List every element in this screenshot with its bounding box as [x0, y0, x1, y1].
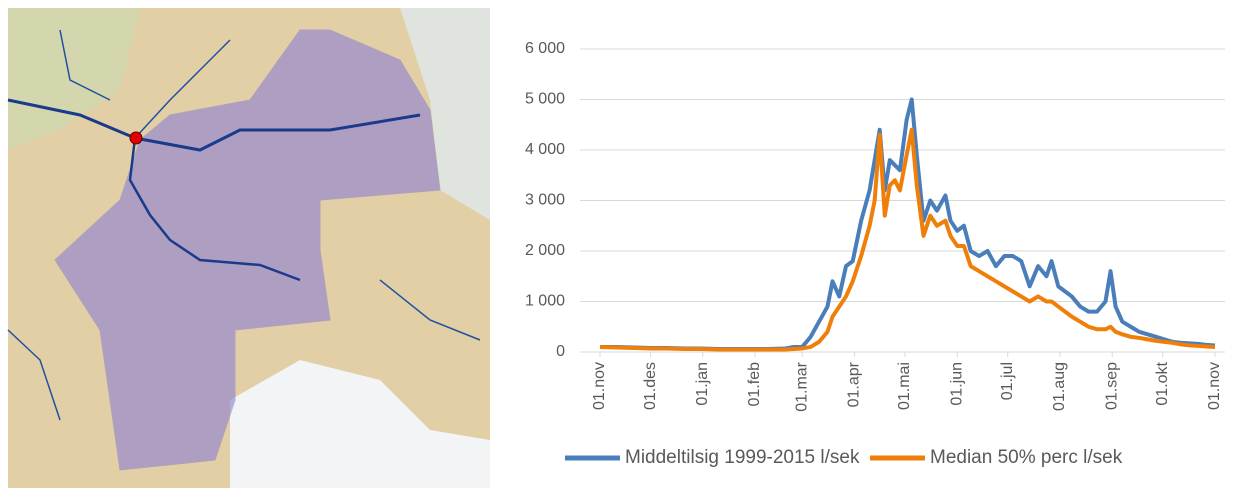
x-tick-label: 01.aug [1051, 362, 1068, 411]
x-tick-label: 01.jul [999, 362, 1016, 400]
x-tick-label: 01.nov [1206, 362, 1223, 410]
y-tick-label: 6 000 [525, 40, 565, 57]
series-line [600, 100, 1215, 349]
x-tick-label: 01.mar [793, 361, 810, 411]
y-tick-label: 4 000 [525, 141, 565, 158]
x-tick-label: 01.mai [896, 362, 913, 410]
x-tick-label: 01.jun [948, 362, 965, 406]
y-tick-label: 0 [556, 343, 565, 360]
x-tick-label: 01.okt [1154, 361, 1171, 405]
y-tick-label: 2 000 [525, 242, 565, 259]
y-tick-label: 5 000 [525, 91, 565, 108]
x-tick-label: 01.feb [746, 362, 763, 407]
page: 0 1 000 2 000 3 000 4 000 5 000 6 000 01.nov 01.… [0, 0, 1242, 490]
figure: 0 1 000 2 000 3 000 4 000 5 000 6 000 01.nov 01.… [0, 0, 1242, 490]
y-tick-label: 3 000 [525, 192, 565, 209]
series-line [600, 130, 1215, 350]
map [8, 8, 490, 488]
outlet-point [130, 132, 142, 144]
legend-label: Middeltilsig 1999-2015 l/sek [625, 447, 860, 468]
x-tick-label: 01.apr [846, 361, 863, 407]
x-tick-label: 01.des [642, 362, 659, 410]
x-tick-label: 01.nov [591, 362, 608, 410]
x-tick-label: 01.jan [694, 362, 711, 406]
y-tick-label: 1 000 [525, 293, 565, 310]
legend-label: Median 50% perc l/sek [930, 447, 1123, 468]
x-tick-label: 01.sep [1103, 362, 1120, 410]
